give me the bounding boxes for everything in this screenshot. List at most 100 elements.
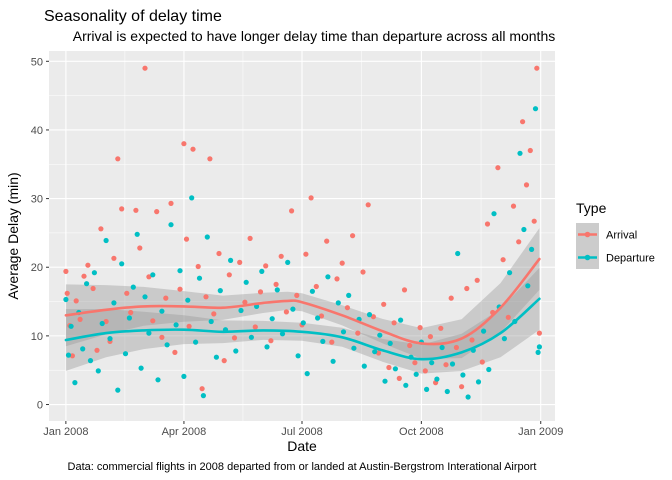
departure-point <box>63 296 69 303</box>
arrival-smooth-line <box>64 257 541 346</box>
departure-point <box>517 150 523 156</box>
arrival-point <box>443 362 449 368</box>
arrival-point <box>339 260 345 266</box>
x-tick-label: Apr 2008 <box>162 426 207 438</box>
arrival-point <box>313 283 319 290</box>
legend-title: Type <box>576 200 607 216</box>
arrival-point <box>190 146 196 152</box>
departure-point <box>95 368 101 374</box>
y-tick-label: 40 <box>31 125 43 137</box>
departure-point <box>68 323 74 329</box>
departure-point <box>181 373 187 379</box>
departure-point <box>126 315 132 321</box>
arrival-point <box>247 235 253 241</box>
departure-point <box>164 342 170 348</box>
departure-point <box>91 270 97 276</box>
arrival-point <box>221 358 227 364</box>
departure-point <box>130 284 136 290</box>
arrival-point <box>510 203 517 209</box>
arrival-point <box>150 318 156 324</box>
y-tick-label: 10 <box>31 331 43 343</box>
departure-point <box>65 352 72 358</box>
arrival-point <box>203 294 209 300</box>
departure-point <box>111 300 117 306</box>
arrival-point <box>111 255 117 261</box>
departure-point <box>233 348 239 354</box>
x-axis-title: Date <box>287 438 317 454</box>
arrival-point <box>268 338 274 344</box>
arrival-point <box>427 334 433 340</box>
arrival-point <box>115 156 121 162</box>
departure-point <box>535 349 541 355</box>
departure-point <box>185 297 191 303</box>
departure-point <box>159 308 165 314</box>
arrival-point <box>523 182 530 188</box>
arrival-point <box>119 206 125 212</box>
departure-point <box>465 394 471 400</box>
departure-point <box>134 231 140 237</box>
arrival-legend-label: Arrival <box>606 230 637 242</box>
arrival-point <box>329 339 335 345</box>
arrival-point <box>536 330 543 336</box>
departure-point <box>119 261 125 267</box>
departure-point <box>387 340 393 346</box>
arrival-point <box>263 263 269 269</box>
arrival-point <box>350 233 356 239</box>
arrival-point <box>318 313 325 319</box>
arrival-point <box>407 342 413 349</box>
arrival-point <box>85 262 91 268</box>
arrival-point <box>177 286 183 292</box>
departure-point <box>325 274 331 280</box>
arrival-point <box>417 325 423 331</box>
arrival-point <box>334 276 340 282</box>
arrival-point <box>355 330 361 336</box>
departure-point <box>366 312 373 318</box>
departure-point <box>142 294 148 300</box>
arrival-point <box>81 273 87 279</box>
arrival-point <box>495 165 501 171</box>
arrival-point <box>90 285 96 292</box>
arrival-point <box>231 335 238 341</box>
arrival-point <box>464 285 470 292</box>
arrival-point <box>370 314 376 320</box>
arrival-point <box>438 325 444 331</box>
departure-point <box>285 259 291 265</box>
departure-point <box>300 320 306 326</box>
arrival-point <box>146 274 152 280</box>
arrival-point <box>94 347 100 353</box>
arrival-point <box>73 298 79 304</box>
arrival-point <box>77 316 83 322</box>
departure-point <box>529 246 535 252</box>
arrival-point <box>199 386 205 392</box>
y-axis: 0 10 20 30 40 50 <box>31 56 49 412</box>
departure-point <box>243 279 249 285</box>
arrival-point <box>324 238 330 244</box>
arrival-point <box>294 292 300 298</box>
arrival-legend-point <box>584 231 591 238</box>
arrival-point <box>448 295 454 301</box>
departure-smooth-line <box>64 297 541 361</box>
departure-point <box>315 315 321 321</box>
arrival-point <box>303 251 309 257</box>
arrival-point <box>226 272 232 278</box>
departure-point <box>213 354 219 360</box>
departure-point <box>168 222 174 228</box>
arrival-point <box>181 141 187 147</box>
arrival-point <box>479 359 485 365</box>
arrival-point <box>163 295 169 301</box>
departure-point <box>521 226 527 233</box>
chart-subtitle: Arrival is expected to have longer delay… <box>73 28 555 44</box>
arrival-point <box>142 65 148 71</box>
arrival-point <box>396 375 402 381</box>
arrival-point <box>186 323 192 329</box>
y-tick-label: 20 <box>31 262 43 274</box>
departure-point <box>189 195 195 201</box>
arrival-point <box>474 277 480 283</box>
scatter-points <box>63 65 543 400</box>
arrival-point <box>278 253 284 259</box>
arrival-point <box>273 281 279 287</box>
departure-point <box>173 322 179 328</box>
departure-point <box>99 320 105 327</box>
departure-point <box>72 380 78 386</box>
